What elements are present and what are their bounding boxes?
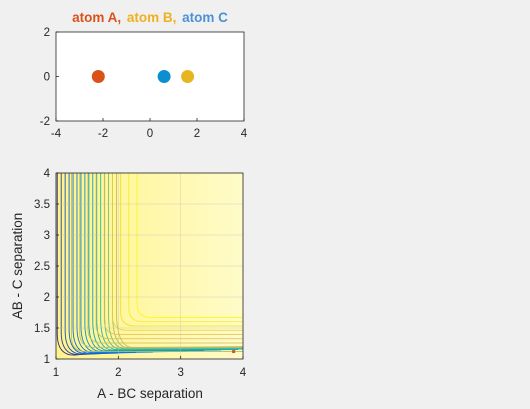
x-tick-label: 2: [115, 367, 121, 379]
contour-line: [108, 173, 243, 350]
x-tick-label: 2: [194, 128, 200, 140]
y-axis-label: AB - C separation: [10, 213, 25, 320]
x-tick-label: 1: [53, 367, 59, 379]
contour-line: [95, 173, 243, 340]
y-tick-label: 1: [44, 354, 50, 366]
contour-line: [79, 173, 243, 348]
y-tick-label: 1.5: [34, 323, 50, 335]
contour-line: [56, 173, 85, 356]
y-tick-label: 0: [44, 72, 50, 84]
atom-point-atom-a: [91, 70, 105, 83]
contour-line: [68, 173, 136, 355]
contour-line: [71, 173, 243, 352]
contour-line: [120, 173, 243, 327]
contour-line: [100, 173, 243, 351]
x-tick-label: 4: [240, 367, 247, 379]
x-axis-label: A - BC separation: [97, 386, 203, 401]
x-tick-label: -2: [98, 128, 108, 140]
x-tick-label: 0: [147, 128, 153, 140]
y-tick-label: 3: [44, 230, 50, 242]
atom-position-chart: -4 -2 0 2 4-202: [40, 27, 248, 140]
top-plot-area: [55, 31, 245, 122]
y-tick-label: -2: [40, 116, 50, 128]
x-tick-label: 3: [177, 367, 183, 379]
contour-line: [88, 173, 221, 352]
contour-line: [60, 173, 102, 355]
legend-atom-a: atom A,: [72, 10, 122, 25]
contour-line: [92, 173, 239, 352]
y-tick-label: 2: [44, 27, 50, 39]
contour-line: [87, 173, 243, 344]
legend-atom-b: atom B,: [126, 10, 177, 25]
trajectory-marker: [232, 350, 236, 354]
y-tick-label: 4: [44, 168, 51, 180]
chart-title-legend: atom A, atom B, atom C: [56, 10, 244, 25]
y-tick-label: 2.5: [34, 261, 50, 273]
x-tick-label: -4: [51, 128, 62, 140]
atom-point-atom-b: [181, 70, 195, 83]
contour-line: [128, 173, 243, 323]
contour-line: [112, 173, 243, 331]
contour-line: [136, 173, 243, 318]
atom-point-atom-c: [157, 70, 171, 83]
contour-line: [76, 173, 170, 354]
y-tick-label: 2: [44, 292, 50, 304]
contour-line: [64, 173, 119, 355]
legend-atom-c: atom C: [182, 10, 228, 25]
y-tick-label: 3.5: [34, 199, 50, 211]
x-tick-label: 4: [241, 128, 248, 140]
